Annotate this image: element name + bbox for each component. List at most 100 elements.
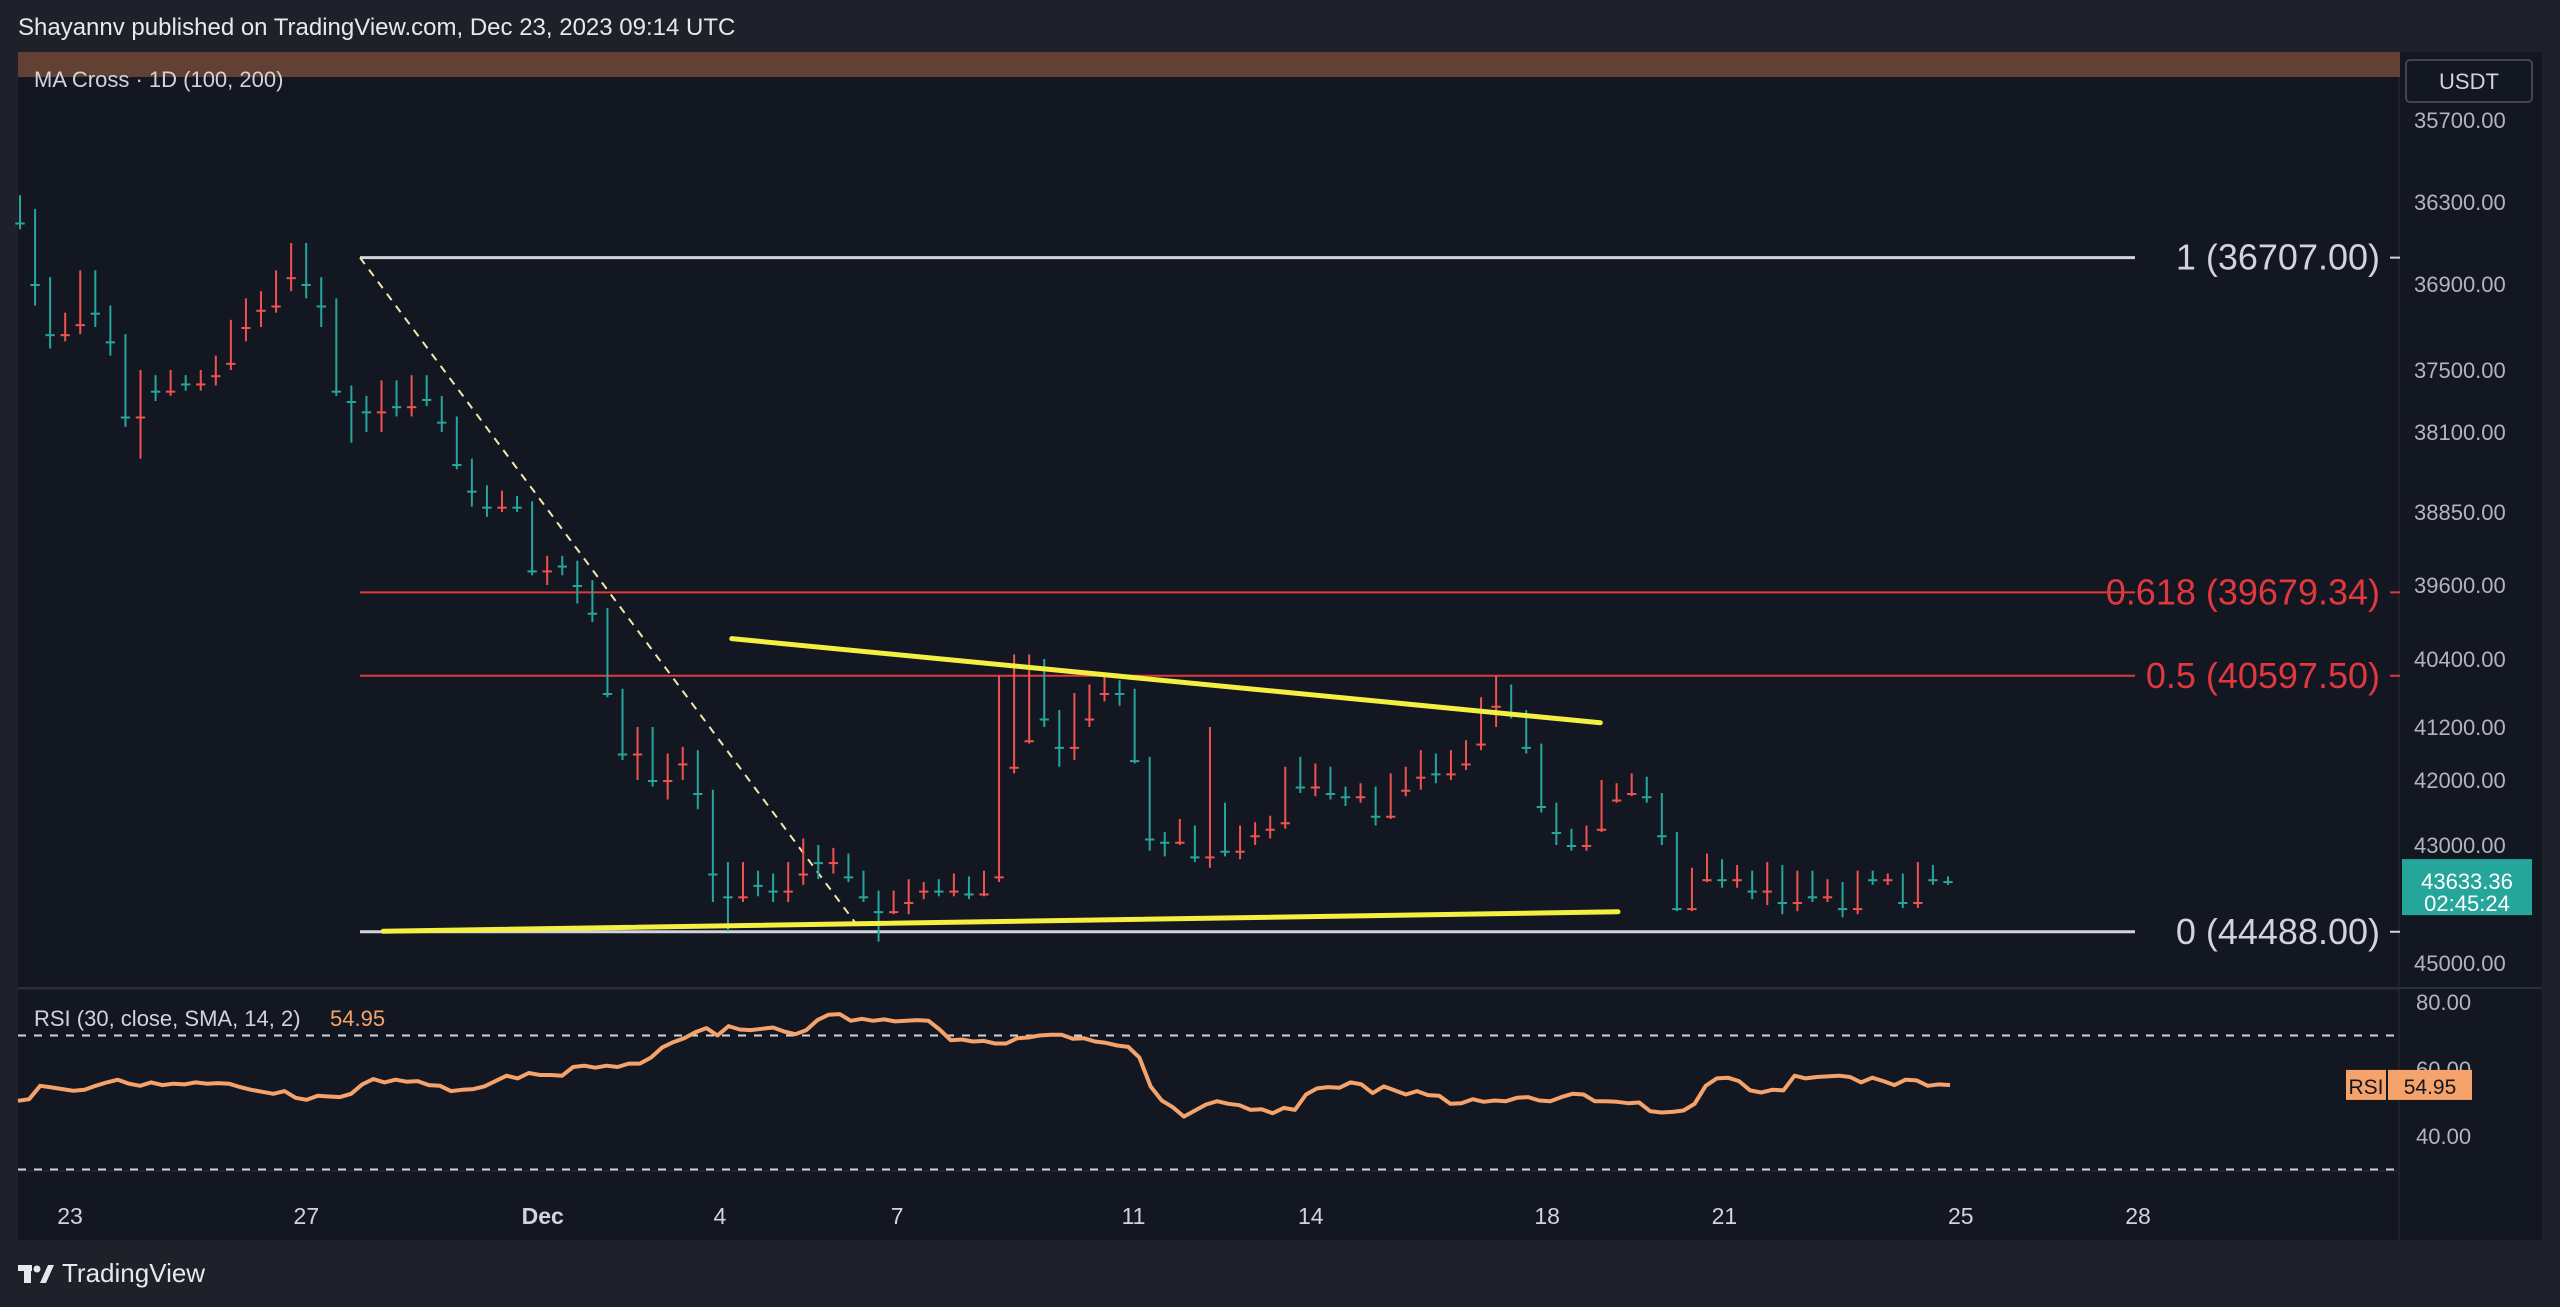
rsi-value-badge-text: 54.95 <box>2404 1076 2457 1099</box>
price-axis-label: 38100.00 <box>2414 420 2506 445</box>
candle-body <box>843 876 854 879</box>
candle-body <box>1024 740 1034 743</box>
candle-body <box>828 862 839 865</box>
candle-body <box>1687 908 1697 911</box>
price-axis-label: 39600.00 <box>2414 573 2506 598</box>
candle-body <box>1039 718 1049 721</box>
candle-body <box>1581 845 1592 847</box>
candle-body <box>1220 850 1230 853</box>
time-axis-label: 25 <box>1948 1203 1974 1229</box>
price-axis-label: 41200.00 <box>2414 715 2506 740</box>
last-price-badge <box>2402 859 2532 916</box>
candle-body <box>482 506 492 509</box>
candle-body <box>437 421 447 424</box>
candle-body <box>572 585 582 587</box>
candle-body <box>1822 896 1833 899</box>
rsi-badge <box>2346 1069 2386 1100</box>
candle-body <box>1747 890 1757 893</box>
candle-body <box>1370 815 1381 818</box>
price-axis-label: 43000.00 <box>2414 833 2506 858</box>
candle-body <box>994 876 1004 879</box>
fib-retracement-connector <box>359 257 863 933</box>
time-axis-label: 14 <box>1298 1203 1324 1229</box>
candle-body <box>452 464 462 466</box>
candle-body <box>663 780 673 782</box>
candle-body <box>632 753 643 756</box>
candle-body <box>768 890 778 893</box>
candle-body <box>1868 879 1878 882</box>
candle-body <box>1084 718 1095 721</box>
candle-body <box>1732 879 1742 882</box>
candle-body <box>557 565 567 568</box>
time-axis-label: 11 <box>1122 1203 1146 1229</box>
candle-body <box>1431 773 1441 776</box>
price-axis-label: 36900.00 <box>2414 272 2506 297</box>
candle-body <box>120 416 131 419</box>
candle-body <box>1792 902 1803 904</box>
candle-body <box>904 902 914 904</box>
chart-canvas[interactable]: 0 (44488.00) 0.5 (40597.50) 0.618 (39679.3… <box>0 0 2560 1240</box>
time-axis-label: 23 <box>57 1203 83 1229</box>
rsi-indicator-label[interactable]: RSI (30, close, SMA, 14, 2) <box>34 1006 301 1031</box>
candle-body <box>934 890 944 893</box>
currency-label[interactable]: USDT <box>2439 69 2499 94</box>
candle-body <box>512 506 522 509</box>
tradingview-wordmark: TradingView <box>62 1258 206 1288</box>
candle-body <box>45 334 55 337</box>
candle-body <box>1280 822 1290 825</box>
candle-body <box>346 401 357 403</box>
candle-body <box>1491 705 1501 708</box>
candle-body <box>1235 850 1245 853</box>
candle-body <box>1461 763 1471 766</box>
candle-body <box>1114 693 1125 695</box>
rsi-axis-label: 80.00 <box>2416 990 2471 1015</box>
price-axis-label: 45000.00 <box>2414 951 2506 976</box>
fib-level-label: 0.5 (40597.50) <box>2146 655 2380 696</box>
candle-body <box>1657 835 1667 838</box>
candle-body <box>1807 896 1818 899</box>
time-axis-label: Dec <box>522 1203 564 1229</box>
candle-body <box>1566 845 1577 847</box>
candle-body <box>527 570 537 573</box>
trendline[interactable] <box>380 909 1621 934</box>
candle-body <box>1054 746 1064 749</box>
price-axis-label: 37500.00 <box>2414 358 2506 383</box>
candle-body <box>286 277 296 280</box>
candle-body <box>30 284 40 286</box>
candle-body <box>150 390 161 393</box>
candle-body <box>1069 746 1080 749</box>
candle-body <box>1476 743 1486 746</box>
candle-body <box>467 490 477 493</box>
candle-body <box>723 896 733 899</box>
candle-body <box>1129 760 1140 763</box>
candle-body <box>1611 799 1622 802</box>
candle-body <box>964 893 974 896</box>
candle-body <box>949 890 959 893</box>
candle-body <box>1852 908 1863 911</box>
candle-body <box>1883 879 1893 882</box>
fib-level-label: 0.618 (39679.34) <box>2106 571 2380 612</box>
candle-body <box>1762 890 1772 893</box>
candle-body <box>873 911 884 914</box>
candle-body <box>888 911 899 914</box>
candle-body <box>1672 908 1682 911</box>
candle-body <box>1250 835 1260 838</box>
candle-body <box>1265 828 1275 831</box>
currency-selector[interactable] <box>2405 59 2533 103</box>
tradingview-brand[interactable]: TradingView <box>18 1258 205 1289</box>
candle-body <box>331 390 341 393</box>
ma-cross-indicator-label[interactable]: MA Cross · 1D (100, 200) <box>34 67 283 92</box>
candle-body <box>226 362 236 365</box>
candle-body <box>376 411 387 414</box>
publisher-bar: Shayannv published on TradingView.com, D… <box>0 0 2560 52</box>
candle-body <box>858 896 869 899</box>
candle-body <box>75 324 85 327</box>
trendline[interactable] <box>729 636 1603 726</box>
time-axis-label: 27 <box>294 1203 320 1229</box>
candle-body <box>738 896 748 899</box>
candle-body <box>1310 786 1321 789</box>
fib-level-label: 1 (36707.00) <box>2176 237 2380 278</box>
candle-body <box>783 890 793 893</box>
candle-body <box>90 312 100 315</box>
candle-body <box>1205 856 1215 859</box>
